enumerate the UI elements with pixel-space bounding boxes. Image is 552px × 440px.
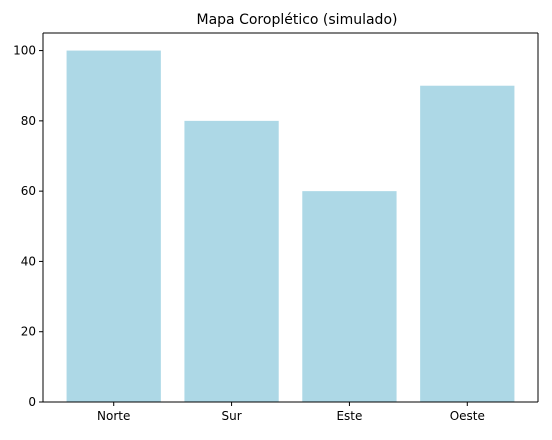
y-tick-label: 100 xyxy=(13,44,36,58)
bars-layer xyxy=(67,51,515,402)
x-tick-label: Sur xyxy=(221,409,241,423)
y-tick-label: 80 xyxy=(21,114,36,128)
bar-norte xyxy=(67,51,161,402)
y-tick-label: 60 xyxy=(21,184,36,198)
x-tick-label: Norte xyxy=(97,409,130,423)
y-tick-label: 40 xyxy=(21,254,36,268)
y-tick-label: 20 xyxy=(21,325,36,339)
chart-title: Mapa Coroplético (simulado) xyxy=(197,12,398,28)
bar-este xyxy=(302,191,396,402)
x-tick-label: Este xyxy=(336,409,362,423)
bar-sur xyxy=(184,121,278,402)
x-tick-label: Oeste xyxy=(450,409,485,423)
y-tick-label: 0 xyxy=(28,395,36,409)
bar-oeste xyxy=(420,86,514,402)
